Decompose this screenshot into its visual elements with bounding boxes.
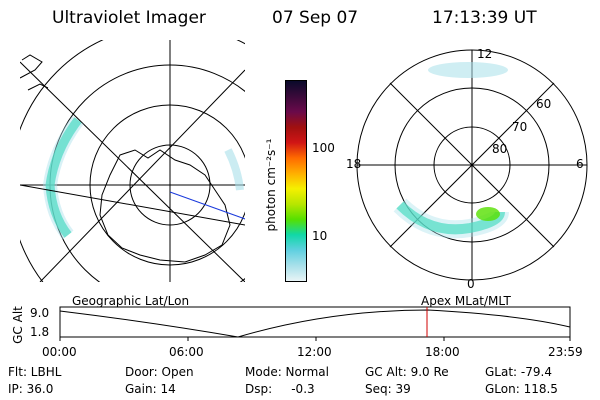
door-info: Door: Open: [125, 365, 194, 379]
coastline: [20, 54, 49, 91]
lat-circle-outer: [49, 64, 245, 282]
gc-alt-info: GC Alt: 9.0 Re: [365, 365, 449, 379]
x-tick-0: 00:00: [42, 345, 77, 359]
filter-info: Flt: LBHL: [8, 365, 62, 379]
y-tick-high: 9.0: [30, 306, 50, 320]
mlt-line: [389, 82, 555, 248]
polar-boundary: [356, 49, 588, 281]
glat-info: GLat: -79.4: [485, 365, 552, 379]
ip-info: IP: 36.0: [8, 382, 54, 396]
aurora-band: [45, 117, 82, 238]
timeline-left-title: Geographic Lat/Lon: [72, 294, 190, 308]
aurora-band: [224, 148, 244, 191]
mlat-label-70: 70: [512, 120, 528, 134]
colorbar-unit-label: photon cm⁻²s⁻¹: [264, 138, 278, 232]
colorbar-tick-100: 100: [312, 141, 335, 155]
seq-info: Seq: 39: [365, 382, 411, 396]
mlt-label-dusk: 18: [346, 157, 362, 171]
x-tick-1: 06:00: [169, 345, 204, 359]
x-tick-2: 12:00: [297, 345, 332, 359]
dayglow-patch: [428, 62, 508, 78]
mlat-circle-80: [433, 126, 511, 204]
mlt-line: [389, 82, 555, 248]
meridian-line: [39, 69, 245, 282]
antarctica-outline: [99, 149, 231, 263]
colorbar: [285, 80, 307, 282]
glon-info: GLon: 118.5: [485, 382, 558, 396]
instrument-title: Ultraviolet Imager: [52, 8, 206, 28]
aurora-oval: [396, 201, 505, 235]
x-tick-4: 23:59: [548, 345, 583, 359]
mlat-label-60: 60: [536, 97, 552, 111]
x-tick-3: 18:00: [425, 345, 460, 359]
mlat-label-80: 80: [492, 142, 508, 156]
timeline-right-title: Apex MLat/MLT: [421, 294, 511, 308]
lat-circle-mid: [89, 104, 245, 266]
y-tick-low: 1.8: [30, 325, 50, 339]
altitude-curve: [59, 309, 571, 338]
colorbar-tick-10: 10: [312, 229, 328, 243]
mlt-label-dawn: 6: [576, 157, 584, 171]
time-label: 17:13:39 UT: [432, 8, 537, 28]
sun-direction-line: [169, 191, 245, 220]
dsp-info: Dsp: -0.3: [245, 382, 315, 396]
timeline-axis-label: GC Alt: [10, 306, 25, 344]
aurora-glow: [42, 115, 84, 240]
aurora-glow: [393, 198, 509, 239]
mlt-label-midnight: 0: [467, 277, 475, 291]
mlat-circle-70: [394, 87, 550, 243]
date-label: 07 Sep 07: [272, 8, 359, 28]
orbit-track: [20, 184, 245, 226]
timeline-frame: [59, 306, 571, 338]
mlt-label-noon: 12: [477, 47, 493, 61]
lat-circle-inner: [129, 144, 211, 226]
meridian-line: [20, 61, 245, 282]
mode-info: Mode: Normal: [245, 365, 329, 379]
gain-info: Gain: 14: [125, 382, 176, 396]
aurora-bright-spot: [476, 207, 500, 221]
